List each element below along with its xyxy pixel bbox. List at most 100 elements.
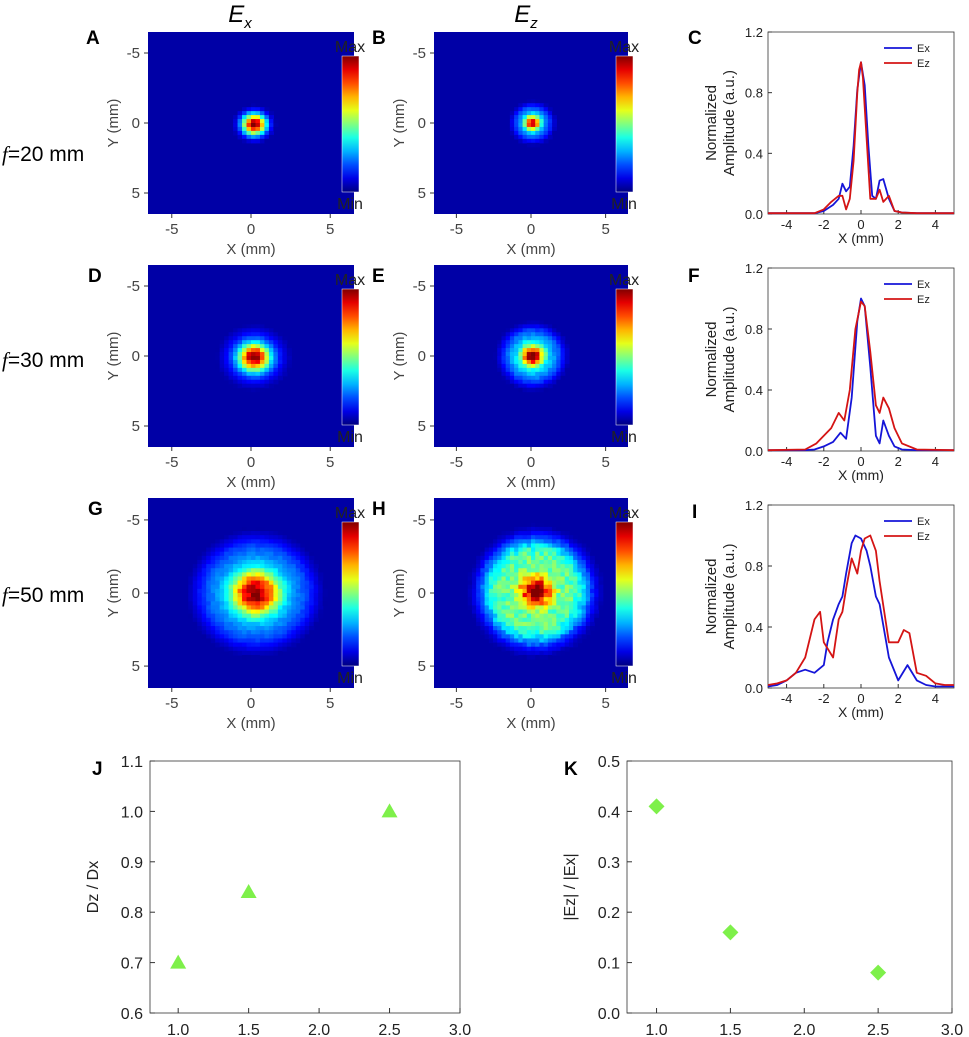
heatmap-cell bbox=[242, 383, 248, 389]
heatmap-cell bbox=[246, 601, 252, 606]
heatmap-cell bbox=[300, 551, 306, 557]
heatmap-cell bbox=[556, 630, 562, 635]
heatmap-cell bbox=[219, 593, 225, 598]
y-tick-label: -5 bbox=[413, 512, 426, 529]
heatmap-cell bbox=[313, 564, 319, 569]
heatmap-cell bbox=[585, 559, 591, 565]
heatmap-cell bbox=[535, 328, 541, 333]
heatmap-cell bbox=[246, 375, 252, 381]
heatmap-cell bbox=[264, 559, 270, 565]
heatmap-cell bbox=[560, 650, 566, 656]
heatmap-cell bbox=[547, 126, 553, 132]
heatmap-cell bbox=[264, 630, 270, 635]
heatmap-cell bbox=[509, 609, 515, 615]
heatmap-cell bbox=[264, 328, 270, 333]
heatmap-cell bbox=[522, 531, 528, 536]
heatmap-cell bbox=[476, 613, 481, 619]
heatmap-cell bbox=[282, 340, 288, 345]
heatmap-cell bbox=[242, 626, 248, 631]
heatmap-cell bbox=[480, 551, 486, 557]
heatmap-cell bbox=[277, 626, 283, 631]
heatmap-cell bbox=[564, 638, 570, 644]
heatmap-cell bbox=[514, 642, 519, 648]
heatmap-cell bbox=[552, 613, 557, 619]
heatmap-cell bbox=[598, 588, 604, 594]
heatmap-cell bbox=[535, 367, 541, 373]
heatmap-cell bbox=[318, 568, 324, 573]
heatmap-cell bbox=[522, 572, 528, 578]
y-tick-label: 5 bbox=[132, 185, 140, 202]
heatmap-cell bbox=[535, 352, 541, 357]
heatmap-cell bbox=[573, 535, 578, 540]
heatmap-cell bbox=[552, 130, 557, 136]
heatmap-cell bbox=[268, 356, 274, 361]
x-axis-label: X (mm) bbox=[838, 704, 884, 720]
heatmap-cell bbox=[552, 576, 557, 582]
heatmap-cell bbox=[192, 605, 198, 611]
panel-label-J: J bbox=[92, 759, 103, 780]
heatmap-cell bbox=[501, 555, 507, 561]
heatmap-cell bbox=[539, 617, 545, 623]
heatmap-cell bbox=[228, 638, 234, 644]
heatmap-cell bbox=[539, 601, 545, 606]
heatmap-cell bbox=[219, 609, 225, 615]
heatmap-cell bbox=[224, 367, 230, 373]
heatmap-cell bbox=[581, 551, 587, 557]
heatmap-cell bbox=[255, 646, 261, 652]
heatmap-cell bbox=[518, 621, 524, 627]
heatmap-cell bbox=[522, 107, 528, 112]
heatmap-cell bbox=[564, 547, 570, 553]
heatmap-cell bbox=[514, 646, 519, 652]
heatmap-cell bbox=[295, 613, 301, 619]
heatmap-cell bbox=[242, 568, 248, 573]
heatmap-cell bbox=[295, 564, 301, 569]
heatmap-cell bbox=[251, 580, 257, 586]
y-tick-label: 0.1 bbox=[598, 956, 620, 973]
heatmap-cell bbox=[228, 593, 234, 598]
heatmap-cell bbox=[509, 383, 515, 389]
heatmap-cell bbox=[476, 580, 481, 586]
heatmap-cell bbox=[543, 654, 549, 660]
heatmap-cell bbox=[255, 559, 261, 565]
heatmap-cell bbox=[535, 621, 541, 627]
heatmap-cell bbox=[564, 356, 570, 361]
heatmap-cell bbox=[556, 344, 562, 349]
heatmap-cell bbox=[197, 584, 203, 590]
heatmap-cell bbox=[556, 584, 562, 590]
heatmap-cell bbox=[246, 539, 252, 545]
heatmap-cell bbox=[522, 605, 528, 611]
heatmap-cell bbox=[560, 584, 566, 590]
heatmap-cell bbox=[268, 630, 274, 635]
heatmap-cell bbox=[526, 630, 532, 635]
heatmap-cell bbox=[577, 539, 583, 545]
heatmap-cell bbox=[467, 597, 473, 602]
heatmap-cell bbox=[291, 605, 297, 611]
heatmap-cell bbox=[215, 617, 221, 623]
heatmap-cell bbox=[480, 588, 486, 594]
heatmap-cell bbox=[251, 356, 257, 361]
heatmap-cell bbox=[531, 126, 536, 132]
heatmap-cell bbox=[237, 630, 243, 635]
heatmap-cell bbox=[535, 654, 541, 660]
heatmap-cell bbox=[518, 111, 524, 116]
heatmap-cell bbox=[522, 375, 528, 381]
heatmap-cell bbox=[522, 609, 528, 615]
heatmap-cell bbox=[224, 626, 230, 631]
heatmap-cell bbox=[535, 348, 541, 353]
heatmap-cell bbox=[224, 543, 230, 549]
heatmap-cell bbox=[505, 576, 511, 582]
heatmap-cell bbox=[539, 630, 545, 635]
x-axis-label: X (mm) bbox=[838, 467, 884, 483]
heatmap-cell bbox=[197, 559, 203, 565]
heatmap-cell bbox=[255, 654, 261, 660]
x-tick-label: 2 bbox=[895, 454, 902, 469]
heatmap-cell bbox=[480, 621, 486, 627]
heatmap-cell bbox=[543, 584, 549, 590]
heatmap-cell bbox=[501, 352, 507, 357]
heatmap-cell bbox=[251, 123, 257, 128]
heatmap-cell bbox=[531, 522, 536, 528]
heatmap-cell bbox=[237, 572, 243, 578]
heatmap-cell bbox=[264, 638, 270, 644]
heatmap-cell bbox=[192, 559, 198, 565]
heatmap-cell bbox=[471, 584, 477, 590]
